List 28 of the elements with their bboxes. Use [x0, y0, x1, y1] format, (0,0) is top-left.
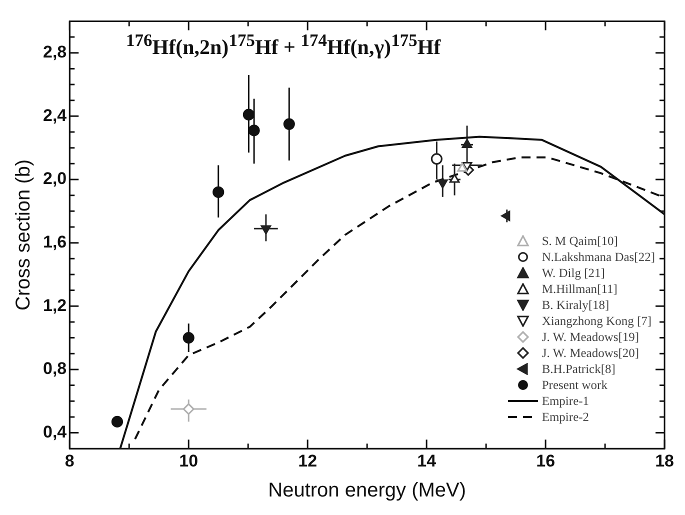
- legend-label: Empire-1: [542, 393, 590, 409]
- x-tick-label: 14: [417, 451, 437, 470]
- y-tick-label: 0,4: [42, 422, 68, 442]
- x-tick-label: 18: [655, 451, 674, 470]
- y-tick-label: 1,2: [42, 296, 67, 315]
- legend-label: Present work: [542, 377, 608, 393]
- legend-label: J. W. Meadows[19]: [542, 329, 640, 345]
- legend-label: J. W. Meadows[20]: [542, 345, 640, 361]
- legend-label: W. Dilg [21]: [542, 265, 605, 281]
- legend-label: N.Lakshmana Das[22]: [542, 249, 655, 265]
- y-tick-label: 2,8: [42, 42, 67, 62]
- legend-label: Empire-2: [542, 409, 590, 425]
- y-tick-label: 1,6: [42, 232, 67, 252]
- legend-label: B.H.Patrick[8]: [542, 361, 616, 377]
- y-tick-label: 2,0: [42, 169, 67, 188]
- x-tick-label: 10: [179, 451, 198, 470]
- x-tick-label: 8: [64, 451, 74, 470]
- text: $^{176}$Hf(n,2n)$^{175}$Hf + $^{174}$Hf(n,γ)$^{175}$Hf: [126, 30, 441, 60]
- legend-label: M.Hillman[11]: [542, 281, 618, 297]
- x-tick-label: 16: [536, 451, 556, 470]
- y-tick-label: 0,8: [42, 359, 67, 378]
- y-tick-label: 2,4: [42, 106, 68, 125]
- legend-label: S. M Qaim[10]: [542, 233, 618, 249]
- legend-label: Xiangzhong Kong [7]: [542, 313, 652, 329]
- legend-label: B. Kiraly[18]: [542, 297, 610, 313]
- y-axis-title: Cross section (b): [12, 159, 35, 310]
- x-axis-title: Neutron energy (MeV): [268, 480, 466, 502]
- x-tick-label: 12: [298, 451, 318, 470]
